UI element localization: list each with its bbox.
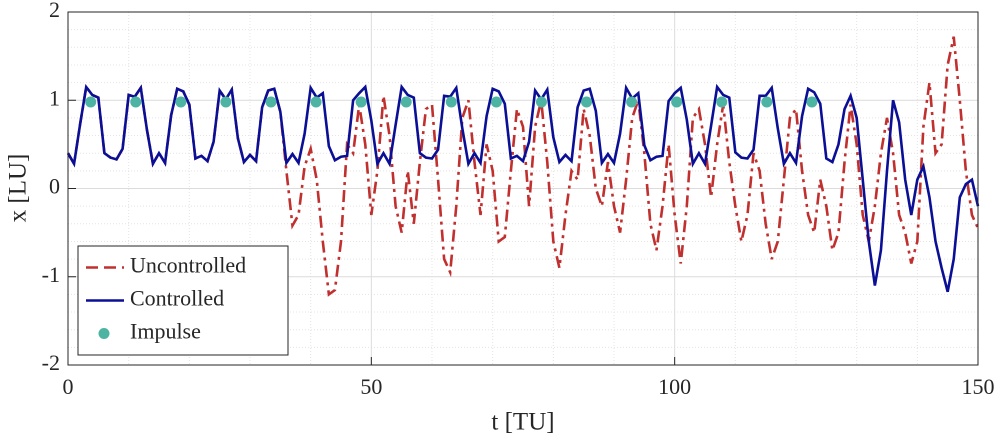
impulse-marker bbox=[355, 96, 367, 108]
y-tick-label: 0 bbox=[49, 174, 60, 199]
impulse-marker bbox=[220, 96, 232, 108]
impulse-marker bbox=[130, 96, 142, 108]
impulse-marker bbox=[761, 96, 773, 108]
x-tick-label: 0 bbox=[63, 374, 74, 399]
x-tick-label: 100 bbox=[658, 374, 691, 399]
legend-label: Controlled bbox=[130, 286, 224, 311]
impulse-marker bbox=[445, 96, 457, 108]
impulse-marker bbox=[400, 96, 412, 108]
y-tick-label: -1 bbox=[42, 262, 60, 287]
impulse-marker bbox=[85, 96, 97, 108]
impulse-marker bbox=[806, 96, 818, 108]
plot-frame bbox=[67, 11, 979, 366]
impulse-marker bbox=[716, 96, 728, 108]
impulse-marker bbox=[490, 96, 502, 108]
impulse-marker bbox=[581, 96, 593, 108]
impulse-marker bbox=[265, 96, 277, 108]
y-tick-label: 2 bbox=[49, 0, 60, 22]
impulse-marker bbox=[310, 96, 322, 108]
legend-label: Uncontrolled bbox=[130, 253, 246, 278]
impulse-marker bbox=[175, 96, 187, 108]
legend-marker bbox=[98, 328, 110, 339]
x-tick-label: 150 bbox=[962, 374, 995, 399]
y-tick-label: 1 bbox=[49, 85, 60, 110]
impulse-marker bbox=[535, 96, 547, 108]
legend-label: Impulse bbox=[130, 319, 201, 344]
x-tick-label: 50 bbox=[360, 374, 382, 399]
impulse-marker bbox=[626, 96, 638, 108]
impulse-marker bbox=[671, 96, 683, 108]
line-series bbox=[66, 83, 980, 293]
line-series bbox=[66, 36, 980, 297]
x-axis-label: t [TU] bbox=[491, 409, 554, 436]
y-tick-label: -2 bbox=[42, 350, 60, 375]
y-axis-label: x [LU] bbox=[5, 154, 32, 223]
